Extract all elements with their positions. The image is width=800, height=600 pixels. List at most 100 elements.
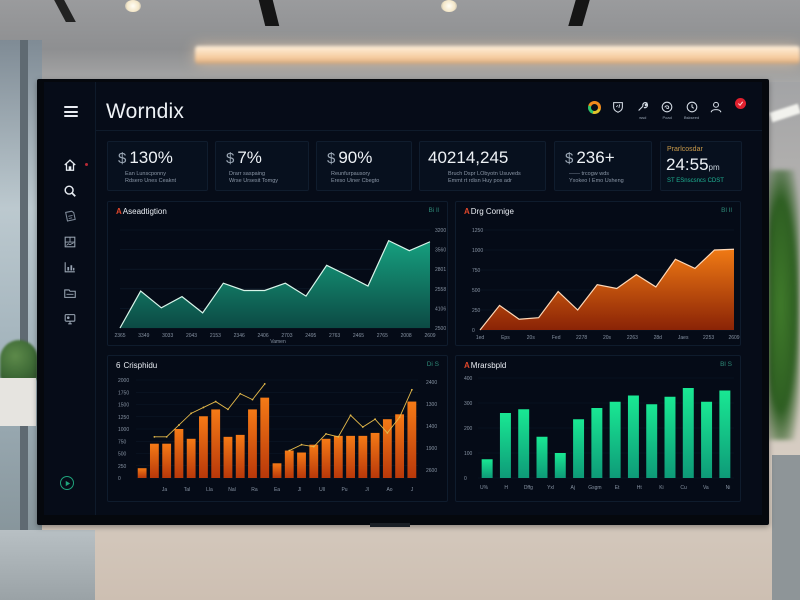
kpi-card-time[interactable]: Prarlcosdar 24:55pm ST ESnscsncs CDST xyxy=(660,141,742,191)
kpi-number: 90% xyxy=(338,148,373,167)
monitor: Worndix wsd Poad Bskseed xyxy=(37,79,769,525)
kpi-number: 40214,245 xyxy=(428,148,509,167)
sidebar-item-home[interactable] xyxy=(58,156,88,174)
svg-text:Aj: Aj xyxy=(571,485,575,491)
kpi-card-2[interactable]: $7% Drarr saspaing Wrse Ursesit Tomgy xyxy=(215,141,309,191)
svg-text:20s: 20s xyxy=(527,335,536,341)
sidebar-item-dashboard[interactable] xyxy=(58,233,82,251)
kpi-number: 236+ xyxy=(576,148,615,167)
panel-options-button[interactable]: Di S xyxy=(426,361,439,368)
panel-options-button[interactable]: Bl S xyxy=(720,361,732,368)
kpi-subtext-line: Yxokeo I Emo Usheng xyxy=(569,178,624,184)
svg-text:Dffg: Dffg xyxy=(524,485,533,491)
svg-text:250: 250 xyxy=(472,308,481,314)
kpi-card-3[interactable]: $90% Reunfurpausory Ereso Uiner Cbegto xyxy=(316,141,412,191)
svg-text:3200: 3200 xyxy=(435,228,446,234)
svg-text:500: 500 xyxy=(472,288,481,294)
sidebar-bottom-button[interactable] xyxy=(60,476,74,490)
sidebar xyxy=(44,82,96,515)
settings-button[interactable]: Poad xyxy=(655,100,679,128)
panel-options-button[interactable]: Bi ll xyxy=(428,207,439,214)
status-ring-button[interactable] xyxy=(582,100,606,128)
timezone-text: ST ESnscsncs CDST xyxy=(667,178,724,184)
svg-text:Gsgm: Gsgm xyxy=(588,485,601,491)
svg-text:Vamen: Vamen xyxy=(270,339,286,345)
svg-text:1ed: 1ed xyxy=(476,335,485,341)
sidebar-nav xyxy=(58,156,88,335)
bar-chart: 0 100 200 300 400 U% H Dffg Yxl Aj Gsgm Et Ht Ki Cu Va N… xyxy=(464,376,734,491)
kpi-value: $130% xyxy=(118,148,173,168)
svg-text:2400: 2400 xyxy=(426,380,437,386)
kpi-value: $90% xyxy=(327,148,372,168)
svg-text:2406: 2406 xyxy=(258,333,269,339)
kpi-card-1[interactable]: $130% Ean Lunscponny Rdsero Unes Ceaknt xyxy=(107,141,208,191)
ceiling-spotlight xyxy=(441,0,457,12)
svg-text:2763: 2763 xyxy=(329,333,340,339)
svg-text:1250: 1250 xyxy=(118,415,129,421)
user-icon xyxy=(710,101,722,113)
svg-text:2365: 2365 xyxy=(114,333,125,339)
kpi-card-4[interactable]: 40214,245 Bruch Dspr LObyotn Usuveds Emmt… xyxy=(419,141,546,191)
alert-badge-icon xyxy=(734,98,746,109)
svg-text:2703: 2703 xyxy=(281,333,292,339)
shield-icon xyxy=(613,102,624,113)
dashboard-icon xyxy=(64,236,76,248)
svg-text:1300: 1300 xyxy=(426,402,437,408)
sidebar-item-reports[interactable] xyxy=(58,207,82,225)
panel-title-mark: A xyxy=(464,207,470,216)
sidebar-item-folders[interactable] xyxy=(58,284,82,302)
svg-text:2000: 2000 xyxy=(118,378,129,384)
svg-text:1500: 1500 xyxy=(118,403,129,409)
kpi-subtext-line: Emmt rt rdisn Huy pos adr xyxy=(448,178,512,184)
svg-text:Jl: Jl xyxy=(298,487,302,493)
svg-text:H: H xyxy=(504,485,508,491)
security-button[interactable] xyxy=(606,100,630,128)
svg-text:2765: 2765 xyxy=(377,333,388,339)
svg-text:Fed: Fed xyxy=(552,335,561,341)
area-chart: 3200 3560 2801 2558 4106 2500 2365 3349 3033 2043… xyxy=(114,228,446,345)
sidebar-item-search[interactable] xyxy=(58,182,82,200)
svg-text:J: J xyxy=(411,487,414,493)
currency-symbol: $ xyxy=(226,150,235,167)
sidebar-item-analytics[interactable] xyxy=(58,258,82,276)
notifications-button[interactable] xyxy=(728,98,752,128)
svg-text:Ni: Ni xyxy=(726,485,731,491)
svg-text:Tal: Tal xyxy=(184,487,190,493)
svg-text:250: 250 xyxy=(118,464,127,470)
monitor-stand xyxy=(370,523,410,527)
kpi-subtext: Reunfurpausory Ereso Uiner Cbegto xyxy=(331,171,379,185)
ceiling-light xyxy=(769,103,800,123)
svg-text:1400: 1400 xyxy=(426,424,437,430)
svg-text:Jaes: Jaes xyxy=(678,335,689,341)
svg-text:Eps: Eps xyxy=(501,335,510,341)
svg-text:2043: 2043 xyxy=(186,333,197,339)
app-title: Worndix xyxy=(106,100,185,123)
time-text: 24:55 xyxy=(666,155,709,174)
svg-text:2500: 2500 xyxy=(435,326,446,332)
wrench-icon xyxy=(638,102,648,111)
sidebar-item-devices[interactable] xyxy=(58,310,82,328)
kpi-card-5[interactable]: $236+ —— trcogw wds Yxokeo I Emo Usheng xyxy=(554,141,652,191)
ceiling xyxy=(0,0,800,82)
kpi-subtext: Bruch Dspr LObyotn Usuveds Emmt rt rdisn … xyxy=(448,171,521,185)
svg-text:1900: 1900 xyxy=(426,446,437,452)
plant xyxy=(0,340,38,380)
svg-text:2600: 2600 xyxy=(426,468,437,474)
profile-button[interactable] xyxy=(704,100,728,128)
tools-button[interactable]: wsd xyxy=(631,100,655,128)
svg-text:1250: 1250 xyxy=(472,228,483,234)
svg-text:Jl: Jl xyxy=(365,487,369,493)
svg-text:750: 750 xyxy=(472,268,481,274)
hamburger-menu-button[interactable] xyxy=(64,106,78,117)
svg-text:0: 0 xyxy=(472,328,475,334)
currency-symbol: $ xyxy=(565,150,574,167)
kpi-subtext-line: Ereso Uiner Cbegto xyxy=(331,178,380,184)
svg-text:200: 200 xyxy=(464,426,473,432)
history-button[interactable]: Bskseed xyxy=(680,100,704,128)
panel-options-button[interactable]: Bl Il xyxy=(721,207,732,214)
svg-text:U%: U% xyxy=(480,485,489,491)
svg-text:2495: 2495 xyxy=(305,333,316,339)
kpi-subtext-line: Rdsero Unes Ceaknt xyxy=(125,178,177,184)
svg-text:2253: 2253 xyxy=(703,335,714,341)
svg-text:28d: 28d xyxy=(654,335,663,341)
